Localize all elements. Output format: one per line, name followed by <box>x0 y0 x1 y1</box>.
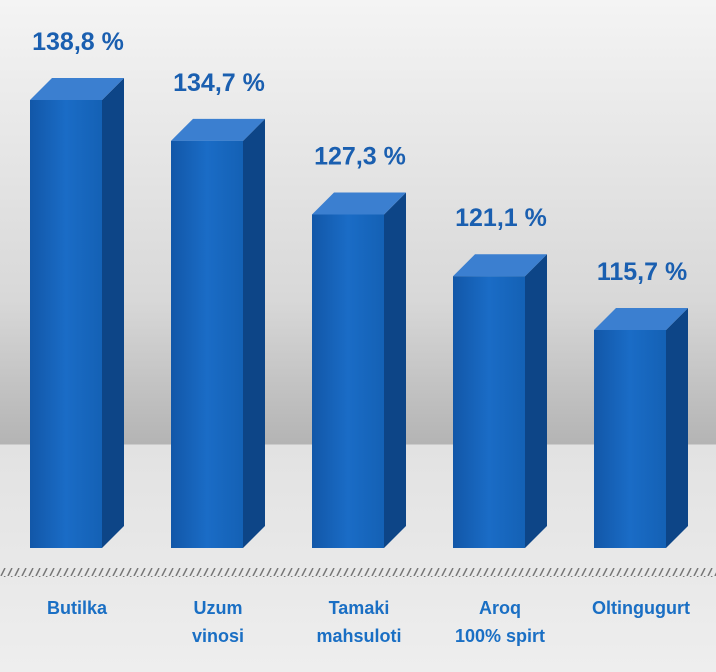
bar-front <box>312 214 384 548</box>
bar <box>453 254 547 548</box>
value-label: 134,7 % <box>173 69 265 97</box>
category-label: Aroq 100% spirt <box>454 598 546 646</box>
bar-top <box>30 78 124 100</box>
bar-side <box>243 118 265 548</box>
bar <box>594 308 688 548</box>
bar-top <box>171 118 265 141</box>
value-label: 121,1 % <box>455 204 547 232</box>
value-label: 127,3 % <box>314 143 406 171</box>
bar <box>312 192 406 548</box>
value-label: 115,7 % <box>597 258 687 286</box>
bar-front <box>453 276 525 548</box>
bar-side <box>525 254 547 548</box>
category-label: Tamaki mahsuloti <box>316 598 402 646</box>
bar-top <box>453 254 547 277</box>
bar-side <box>384 192 406 548</box>
bar-front <box>30 100 102 548</box>
bar <box>30 78 124 548</box>
baseline-hatch <box>0 568 716 577</box>
bar-side <box>666 308 688 548</box>
bar-side <box>102 78 124 548</box>
value-label: 138,8 % <box>32 28 124 56</box>
category-label: Butilka <box>46 598 107 618</box>
bar <box>171 118 265 548</box>
bar-top <box>312 192 406 215</box>
category-label: Uzum vinosi <box>191 598 244 646</box>
bar-front <box>594 330 666 548</box>
bar-top <box>594 308 688 330</box>
category-label: Oltingugurt <box>592 598 690 618</box>
bar-front <box>171 140 243 548</box>
